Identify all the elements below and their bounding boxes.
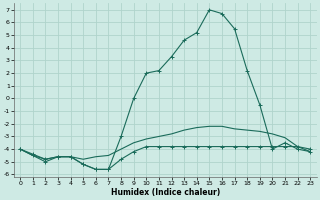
- X-axis label: Humidex (Indice chaleur): Humidex (Indice chaleur): [111, 188, 220, 197]
